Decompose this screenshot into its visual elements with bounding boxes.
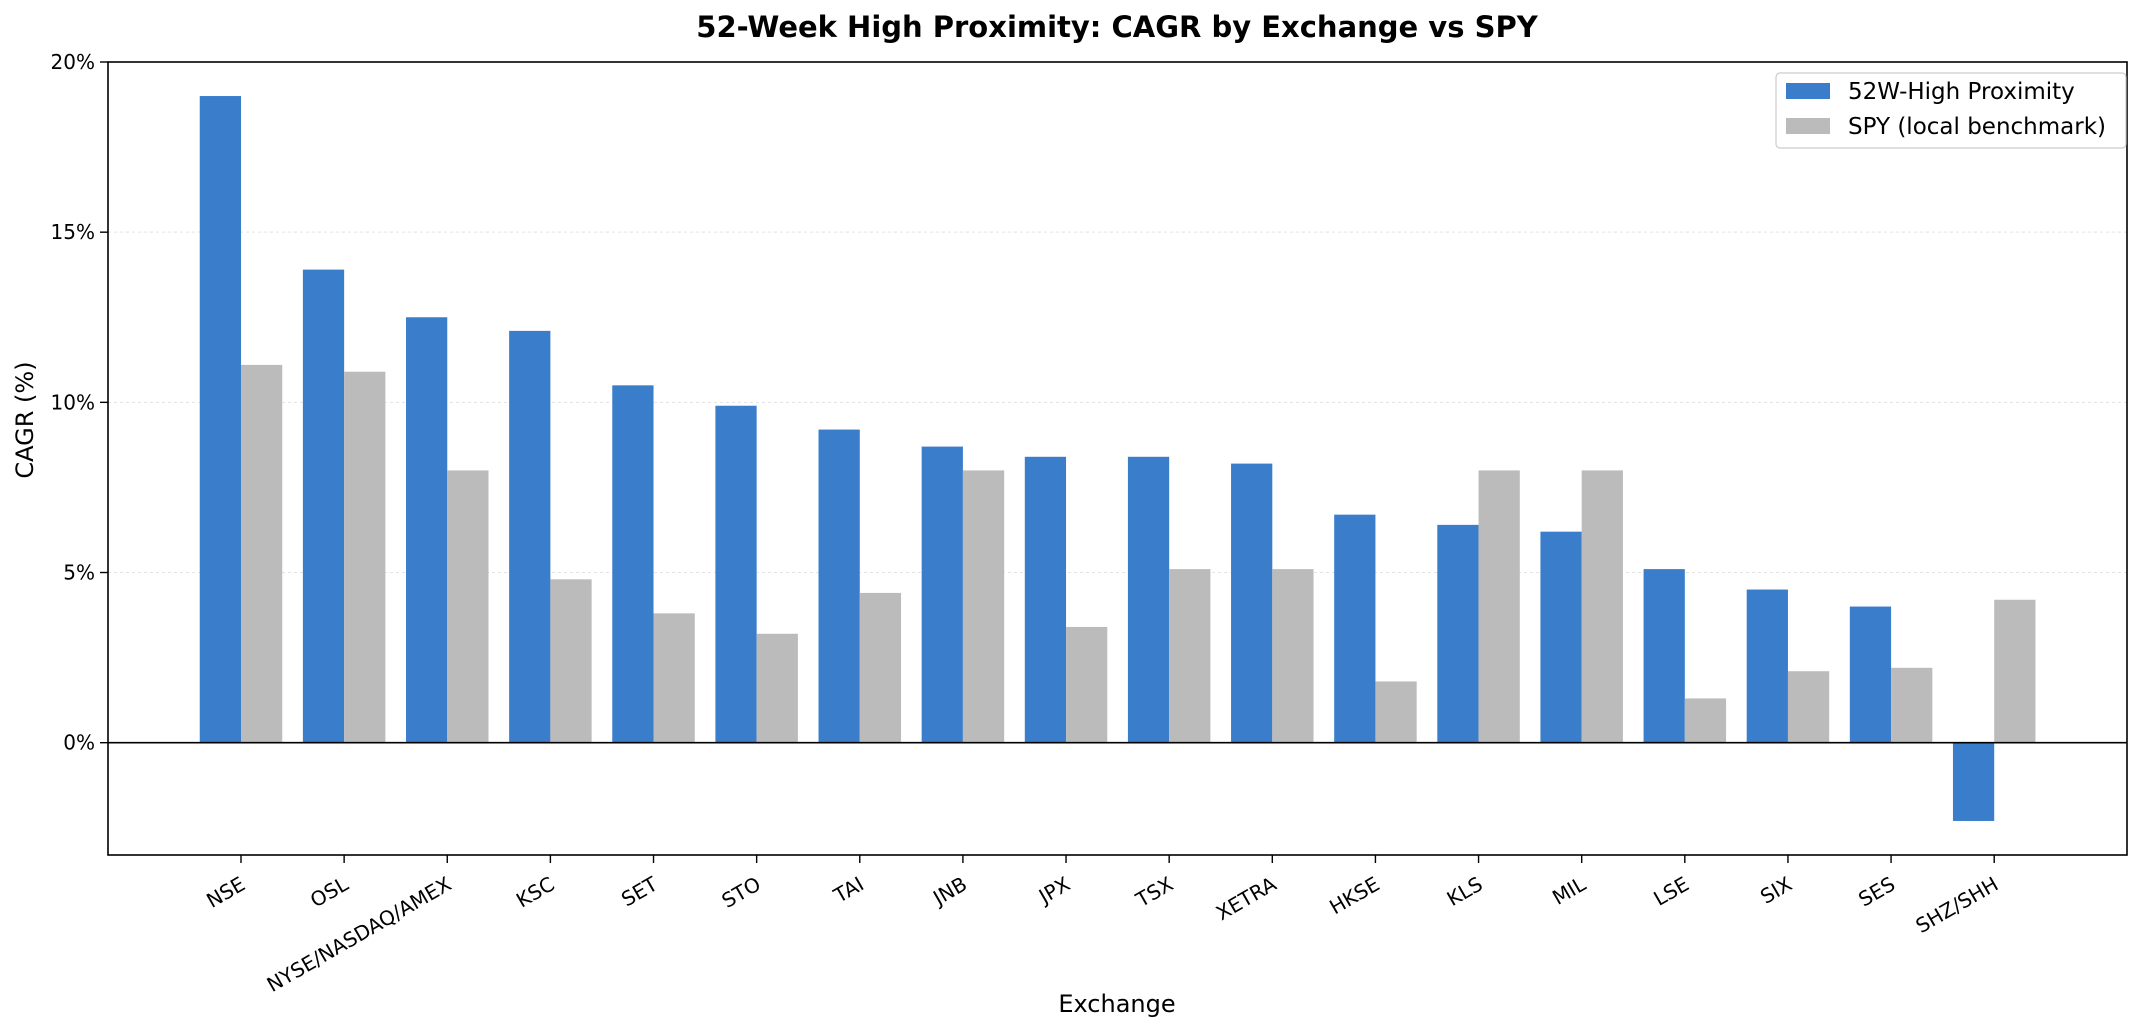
- chart-title: 52-Week High Proximity: CAGR by Exchange…: [696, 10, 1538, 44]
- bar: [962, 470, 1005, 743]
- plot-frame: [107, 61, 2128, 856]
- bar: [1231, 463, 1273, 743]
- bar: [1024, 456, 1067, 743]
- bar: [344, 371, 386, 743]
- legend-box: [1775, 72, 2127, 149]
- bar: [1437, 524, 1479, 743]
- x-tick-label: TAI: [829, 872, 868, 908]
- bar: [1272, 569, 1314, 743]
- bar: [1684, 698, 1727, 743]
- legend-swatch: [1786, 118, 1830, 134]
- bars: [199, 96, 2036, 821]
- bar: [1952, 742, 1995, 821]
- bar: [1169, 569, 1211, 743]
- bar: [921, 446, 963, 743]
- legend-swatch: [1786, 83, 1830, 99]
- bar: [1375, 681, 1417, 743]
- bar: [509, 330, 551, 743]
- x-tick-label: KSC: [512, 872, 558, 913]
- bar: [1334, 514, 1376, 743]
- legend-label: 52W-High Proximity: [1848, 79, 2075, 105]
- bar: [612, 385, 654, 743]
- bar: [653, 613, 695, 743]
- x-tick-label: SES: [1854, 872, 1899, 912]
- x-tick-label: NSE: [202, 872, 249, 913]
- bar: [1849, 606, 1892, 743]
- x-tick-label: MIL: [1548, 871, 1590, 909]
- bar: [1994, 599, 2036, 743]
- x-tick-label: KLS: [1443, 872, 1487, 911]
- x-tick-label: STO: [718, 872, 765, 913]
- y-tick-label: 5%: [63, 561, 95, 585]
- x-tick-label: SIX: [1756, 872, 1796, 909]
- x-tick-label: XETRA: [1212, 872, 1281, 926]
- bar: [406, 317, 448, 743]
- bar: [241, 364, 283, 743]
- y-tick-label: 10%: [51, 390, 95, 414]
- x-tick-label: OSL: [306, 871, 353, 912]
- bar: [715, 405, 757, 743]
- y-tick-label: 0%: [63, 731, 95, 755]
- bar: [550, 579, 592, 743]
- x-tick-label: HKSE: [1325, 872, 1383, 920]
- x-tick-label: TSX: [1131, 872, 1178, 913]
- y-axis: 0% 5% 10% 15% 20%: [51, 50, 108, 755]
- bar: [1540, 531, 1582, 743]
- bar: [859, 592, 902, 743]
- bar: [756, 633, 798, 743]
- bar: [199, 96, 241, 743]
- y-axis-label: CAGR (%): [11, 361, 39, 478]
- x-tick-label: JNB: [927, 872, 971, 911]
- y-tick-label: 20%: [51, 50, 95, 74]
- bar: [1891, 667, 1933, 743]
- y-tick-label: 15%: [51, 220, 95, 244]
- x-tick-label: LSE: [1649, 872, 1693, 911]
- bar: [1581, 470, 1623, 743]
- bar: [1787, 671, 1830, 743]
- bar: [1643, 569, 1685, 743]
- x-tick-label: NYSE/NASDAQ/AMEX: [263, 872, 456, 997]
- bar: [1746, 589, 1788, 743]
- bar: [447, 470, 489, 743]
- bar: [818, 429, 860, 743]
- legend: 52W-High Proximity SPY (local benchmark): [1775, 72, 2127, 149]
- bar: [302, 269, 345, 743]
- bar: [1478, 470, 1520, 743]
- x-tick-label: JPX: [1033, 872, 1074, 910]
- bar: [1127, 456, 1170, 743]
- x-tick-label: SHZ/SHH: [1912, 872, 2003, 938]
- legend-label: SPY (local benchmark): [1848, 114, 2106, 140]
- bar: [1066, 626, 1108, 743]
- x-tick-label: SET: [617, 871, 662, 911]
- x-axis-label: Exchange: [1058, 990, 1175, 1018]
